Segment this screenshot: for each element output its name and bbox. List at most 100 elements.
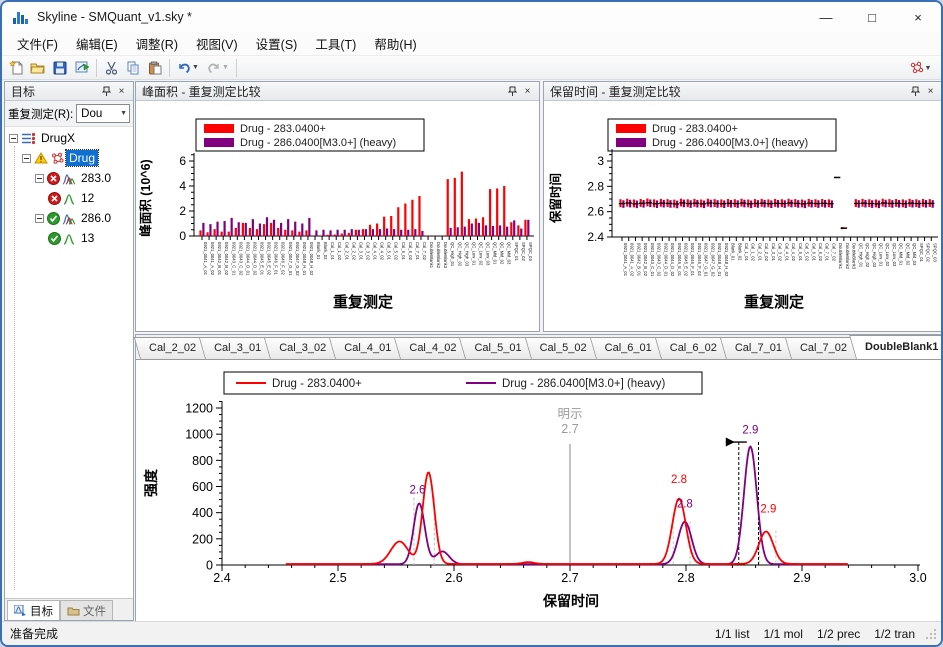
minimize-button[interactable]: — <box>819 9 833 25</box>
replicate-tab-cal_6_01[interactable]: Cal_6_01 <box>596 337 668 359</box>
peaks-multi-icon <box>62 212 76 225</box>
small-molecule-mode-button[interactable]: ▼ <box>905 58 935 79</box>
retention-times-chart[interactable]: Drug - 283.0400+ Drug - 286.0400[M3.0+] (… <box>544 101 942 331</box>
replicate-tab-cal_4_02[interactable]: Cal_4_02 <box>400 337 472 359</box>
mode-dropdown-arrow: ▼ <box>924 64 932 72</box>
svg-text:Cal_4_01: Cal_4_01 <box>373 242 378 261</box>
svg-text:200: 200 <box>192 532 213 546</box>
svg-text:3: 3 <box>597 154 604 168</box>
pin-icon[interactable] <box>505 84 520 99</box>
peak-green-icon <box>63 232 76 245</box>
svg-text:2.6: 2.6 <box>587 205 604 219</box>
svg-text:0921_0043_C_01: 0921_0043_C_01 <box>650 243 655 277</box>
menu-item-0[interactable]: 文件(F) <box>17 38 58 52</box>
bottom-tab-label: 目标 <box>30 605 53 618</box>
folder-icon <box>67 607 80 615</box>
menu-item-3[interactable]: 视图(V) <box>196 38 238 52</box>
bottom-tab-files[interactable]: 文件 <box>60 600 113 620</box>
undo-button[interactable]: ▼ <box>173 57 203 78</box>
menu-item-2[interactable]: 调整(R) <box>135 38 178 52</box>
retention-times-titlebar: 保留时间 - 重复测定比较 × <box>544 82 941 101</box>
redo-button: ▼ <box>203 57 233 78</box>
open-file-button[interactable] <box>27 57 49 78</box>
svg-text:0921_0046_F_02: 0921_0046_F_02 <box>281 242 286 276</box>
import-results-button[interactable] <box>71 57 93 78</box>
tree-row-13[interactable]: 13 <box>5 228 133 248</box>
replicate-tab-doubleblank1[interactable]: DoubleBlank1 <box>856 335 941 359</box>
close-panel-icon[interactable]: × <box>524 85 531 97</box>
menu-item-4[interactable]: 设置(S) <box>255 38 298 52</box>
svg-text:0921_0047_G_01: 0921_0047_G_01 <box>288 242 293 276</box>
svg-text:DoubleBlank2: DoubleBlank2 <box>845 243 850 270</box>
cut-button[interactable] <box>100 57 122 78</box>
svg-text:QC_Mid_02: QC_Mid_02 <box>905 243 910 266</box>
svg-text:0921_0041_A_02: 0921_0041_A_02 <box>210 242 215 276</box>
svg-text:Blank_01: Blank_01 <box>731 243 736 261</box>
tree-row-286-0[interactable]: 286.0 <box>5 208 133 228</box>
paste-button[interactable] <box>144 57 166 78</box>
menu-item-5[interactable]: 工具(T) <box>315 38 357 52</box>
menu-item-1[interactable]: 编辑(E) <box>75 38 118 52</box>
new-document-button[interactable] <box>5 57 27 78</box>
svg-text:QC_High_03: QC_High_03 <box>872 243 877 268</box>
svg-text:2.4: 2.4 <box>587 230 604 244</box>
svg-text:Cal_3_02: Cal_3_02 <box>778 243 783 262</box>
undo-icon <box>179 63 190 74</box>
close-button[interactable]: × <box>914 9 922 25</box>
svg-text:0921_0047_G_01: 0921_0047_G_01 <box>704 243 709 277</box>
tree-row-drugx[interactable]: DrugX <box>5 128 133 148</box>
tab-label: Cal_4_02 <box>409 342 457 354</box>
close-panel-icon[interactable]: × <box>927 85 934 97</box>
bottom-tab-targets[interactable]: 目标 <box>7 600 60 620</box>
tree-row-drug[interactable]: Drug <box>5 148 133 168</box>
menu-item-6[interactable]: 帮助(H) <box>374 38 417 52</box>
svg-text:Cal_3_02: Cal_3_02 <box>365 242 370 261</box>
replicate-tab-cal_4_01[interactable]: Cal_4_01 <box>335 337 407 359</box>
resize-grip[interactable] <box>925 628 937 640</box>
menu-bar: 文件(F) 编辑(E) 调整(R) 视图(V) 设置(S) 工具(T) 帮助(H) <box>2 32 941 56</box>
svg-text:SPQC_03: SPQC_03 <box>932 243 937 263</box>
status-counts: 1/1 list 1/1 mol 1/2 prec 1/2 tran <box>701 627 915 641</box>
svg-text:0921_0043_C_02: 0921_0043_C_02 <box>238 242 243 276</box>
title-bar: Skyline - SMQuant_v1.sky * — □ × <box>2 2 941 32</box>
svg-text:2.7: 2.7 <box>561 571 578 585</box>
copy-button[interactable] <box>122 57 144 78</box>
tab-label: Cal_5_01 <box>474 342 522 354</box>
svg-text:3.0: 3.0 <box>909 571 926 585</box>
close-panel-icon[interactable]: × <box>118 85 125 97</box>
save-file-button[interactable] <box>49 57 71 78</box>
status-bar: 准备完成 1/1 list 1/1 mol 1/2 prec 1/2 tran <box>2 621 941 645</box>
replicate-tab-cal_3_02[interactable]: Cal_3_02 <box>270 337 342 359</box>
replicate-tab-cal_6_02[interactable]: Cal_6_02 <box>661 337 733 359</box>
replicate-tab-cal_5_02[interactable]: Cal_5_02 <box>531 337 603 359</box>
status-count-3: 1/2 tran <box>874 626 915 641</box>
tab-label: Cal_6_02 <box>669 342 717 354</box>
maximize-button[interactable]: □ <box>868 9 876 25</box>
svg-text:2.6: 2.6 <box>445 571 462 585</box>
tree-row-283-0[interactable]: 283.0 <box>5 168 133 188</box>
svg-text:DoubleBlank3: DoubleBlank3 <box>852 243 857 270</box>
expander-icon[interactable] <box>35 213 44 223</box>
replicate-tab-cal_7_01[interactable]: Cal_7_01 <box>726 337 798 359</box>
peak-areas-chart[interactable]: Drug - 283.0400+ Drug - 286.0400[M3.0+] (… <box>136 101 539 331</box>
replicate-tabstrip: Cal_2_02 Cal_3_01 Cal_3_02 Cal_4_01 Cal_4_02… <box>136 335 941 360</box>
expander-icon[interactable] <box>22 153 31 163</box>
svg-text:Drug - 286.0400[M3.0+] (heavy): Drug - 286.0400[M3.0+] (heavy) <box>652 137 808 149</box>
replicate-tab-cal_2_02[interactable]: Cal_2_02 <box>140 337 212 359</box>
replicate-tab-cal_5_01[interactable]: Cal_5_01 <box>465 337 537 359</box>
tree-row-12[interactable]: 12 <box>5 188 133 208</box>
svg-text:明示: 明示 <box>557 407 582 421</box>
replicate-tab-cal_7_02[interactable]: Cal_7_02 <box>791 337 863 359</box>
expander-icon[interactable] <box>35 173 44 183</box>
targets-bottom-tabs: 目标 文件 <box>5 598 133 620</box>
pin-icon[interactable] <box>99 84 114 99</box>
replicate-combobox[interactable]: Dou ▼ <box>76 104 130 123</box>
chromatogram-chart[interactable]: Drug - 283.0400+ Drug - 286.0400[M3.0+] (… <box>136 360 942 621</box>
status-count-1: 1/1 mol <box>763 626 803 641</box>
svg-text:Cal_2_02: Cal_2_02 <box>351 242 356 261</box>
svg-text:QC_Mid_03: QC_Mid_03 <box>912 243 917 266</box>
replicate-tab-cal_3_01[interactable]: Cal_3_01 <box>205 337 277 359</box>
expander-icon[interactable] <box>9 133 18 143</box>
pin-icon[interactable] <box>908 84 923 99</box>
svg-text:QC_High_01: QC_High_01 <box>450 242 455 267</box>
